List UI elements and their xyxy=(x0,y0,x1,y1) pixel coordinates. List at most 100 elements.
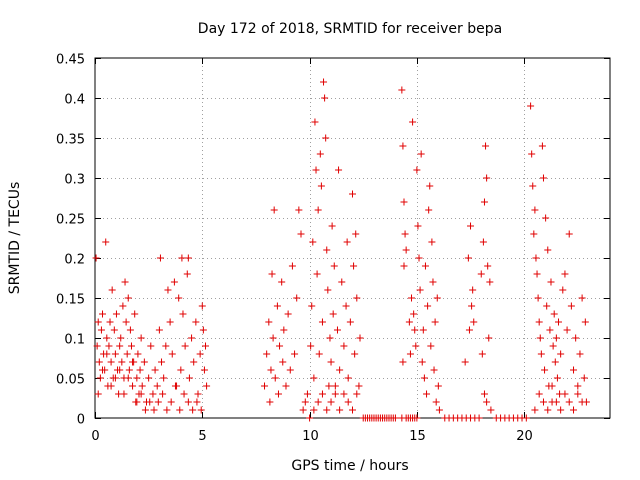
data-point xyxy=(432,398,440,406)
data-point xyxy=(424,302,432,310)
data-point xyxy=(99,366,107,374)
data-point xyxy=(434,382,442,390)
data-point xyxy=(340,390,348,398)
data-point xyxy=(485,334,493,342)
data-point xyxy=(563,326,571,334)
data-point xyxy=(150,406,158,414)
data-point xyxy=(315,350,323,358)
data-point xyxy=(574,382,582,390)
data-point xyxy=(314,398,322,406)
axis-ticks: 0 0.05 0.1 0.15 0.2 0.25 0.3 0.35 0.4 0.45 0 5 10 15 2… xyxy=(56,53,610,444)
data-point xyxy=(131,310,139,318)
data-point xyxy=(409,118,417,126)
data-point xyxy=(415,254,423,262)
data-point xyxy=(483,398,491,406)
data-point xyxy=(184,398,192,406)
data-point xyxy=(344,398,352,406)
data-point xyxy=(343,238,351,246)
data-point xyxy=(269,334,277,342)
data-point xyxy=(125,366,133,374)
data-point xyxy=(110,326,118,334)
data-point xyxy=(544,246,552,254)
data-point xyxy=(429,278,437,286)
plot-frame xyxy=(94,57,611,419)
data-point xyxy=(196,350,204,358)
data-point xyxy=(559,286,567,294)
data-point xyxy=(574,390,582,398)
y-tick-label: 0.4 xyxy=(64,93,85,108)
data-point xyxy=(295,206,303,214)
data-point xyxy=(127,342,135,350)
data-point xyxy=(146,398,154,406)
data-point xyxy=(486,278,494,286)
data-point xyxy=(423,390,431,398)
data-point xyxy=(268,270,276,278)
data-point xyxy=(307,342,315,350)
data-point xyxy=(323,246,331,254)
data-point xyxy=(552,398,560,406)
data-point xyxy=(531,206,539,214)
data-point xyxy=(408,294,416,302)
data-point xyxy=(164,286,172,294)
data-point xyxy=(527,102,535,110)
data-point xyxy=(192,318,200,326)
data-point xyxy=(124,294,132,302)
data-point xyxy=(567,302,575,310)
data-point xyxy=(468,302,476,310)
data-point xyxy=(335,166,343,174)
data-point xyxy=(154,398,162,406)
data-point xyxy=(581,318,589,326)
data-point xyxy=(188,334,196,342)
data-point xyxy=(160,374,168,382)
data-point xyxy=(549,342,557,350)
data-point xyxy=(542,214,550,222)
data-point xyxy=(112,310,120,318)
data-point xyxy=(326,334,334,342)
data-point xyxy=(418,358,426,366)
data-point xyxy=(267,366,275,374)
data-point xyxy=(189,406,197,414)
data-point xyxy=(106,318,114,326)
data-point xyxy=(153,382,161,390)
data-point xyxy=(435,406,443,414)
data-point xyxy=(156,254,164,262)
data-point xyxy=(137,334,145,342)
data-point xyxy=(166,318,174,326)
data-point xyxy=(149,390,157,398)
data-point xyxy=(310,406,318,414)
data-point xyxy=(480,198,488,206)
data-point xyxy=(531,406,539,414)
data-point xyxy=(349,190,356,198)
data-point xyxy=(197,406,205,414)
grid xyxy=(95,58,610,418)
data-point xyxy=(270,206,278,214)
data-point xyxy=(151,366,159,374)
data-point xyxy=(356,334,364,342)
data-point xyxy=(336,366,344,374)
data-point xyxy=(557,350,565,358)
x-axis-label: GPS time / hours xyxy=(291,458,408,474)
data-point xyxy=(421,262,429,270)
data-point xyxy=(266,398,274,406)
data-point xyxy=(529,182,537,190)
y-tick-label: 0.1 xyxy=(64,333,85,348)
data-point xyxy=(95,358,103,366)
data-point xyxy=(116,342,124,350)
data-point xyxy=(533,270,541,278)
data-point xyxy=(96,374,104,382)
data-point xyxy=(99,310,107,318)
data-point xyxy=(118,358,126,366)
data-point xyxy=(320,78,328,86)
data-point xyxy=(322,134,330,142)
data-point xyxy=(199,326,207,334)
data-point xyxy=(176,406,184,414)
data-point xyxy=(578,398,586,406)
data-point xyxy=(185,374,193,382)
data-point xyxy=(331,390,339,398)
y-tick-label: 0.35 xyxy=(56,133,85,148)
data-point xyxy=(121,278,129,286)
data-point xyxy=(351,350,359,358)
data-point xyxy=(159,390,167,398)
data-point xyxy=(133,398,141,406)
data-point xyxy=(464,254,472,262)
